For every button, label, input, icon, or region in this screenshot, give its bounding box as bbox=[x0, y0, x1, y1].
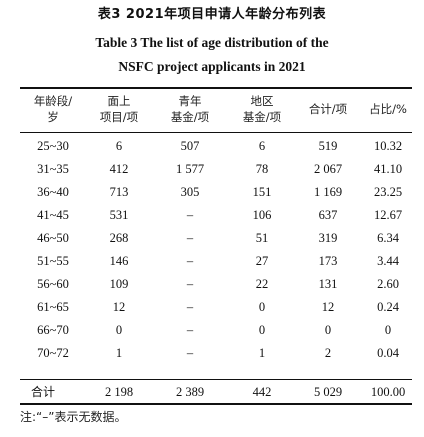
table-header-rule bbox=[20, 132, 412, 133]
cell-general-program: 12 bbox=[112, 300, 126, 314]
cell-general-program: 109 bbox=[109, 277, 129, 291]
table-row: 36~40 713 305 151 1 169 23.25 bbox=[20, 181, 412, 203]
table-row: 70~72 1 – 1 2 0.04 bbox=[20, 342, 412, 364]
cell-total: 1 169 bbox=[313, 185, 343, 199]
table-row: 51~55 146 – 27 173 3.44 bbox=[20, 250, 412, 272]
header-general-program-line2: 项目/项 bbox=[99, 110, 139, 124]
header-young-scientists-fund-line1: 青年 bbox=[178, 94, 202, 108]
cell-total-label: 合计 bbox=[30, 385, 55, 399]
cell-regional-fund: 0 bbox=[258, 323, 266, 337]
cell-young-scientists-fund: – bbox=[186, 277, 194, 291]
header-age-group-line2: 岁 bbox=[47, 110, 59, 124]
cell-young-scientists-fund: 507 bbox=[180, 139, 200, 153]
header-general-program-line1: 面上 bbox=[107, 94, 131, 108]
cell-percentage: 2.60 bbox=[377, 277, 399, 291]
cell-regional-fund: 51 bbox=[255, 231, 269, 245]
cell-general-program: 1 bbox=[115, 346, 123, 360]
cell-young-scientists-fund: 1 577 bbox=[175, 162, 205, 176]
cell-general-program: 0 bbox=[115, 323, 123, 337]
cell-percentage: 6.34 bbox=[377, 231, 399, 245]
cell-percentage: 3.44 bbox=[377, 254, 399, 268]
cell-total: 173 bbox=[318, 254, 338, 268]
table-row: 41~45 531 – 106 637 12.67 bbox=[20, 204, 412, 226]
cell-young-scientists-fund-total: 2 389 bbox=[175, 385, 205, 399]
table-title-english-line2: NSFC project applicants in 2021 bbox=[118, 59, 306, 74]
table-total-rule bbox=[20, 379, 412, 380]
cell-young-scientists-fund: – bbox=[186, 231, 194, 245]
cell-young-scientists-fund: – bbox=[186, 346, 194, 360]
header-regional-fund-line2: 基金/项 bbox=[242, 110, 282, 124]
cell-total: 12 bbox=[321, 300, 335, 314]
cell-percentage: 12.67 bbox=[373, 208, 403, 222]
table-footnote: 注:“–”表示无数据。 bbox=[20, 410, 127, 424]
cell-age-group: 61~65 bbox=[37, 300, 69, 314]
cell-age-group: 36~40 bbox=[37, 185, 69, 199]
cell-regional-fund-total: 442 bbox=[252, 385, 272, 399]
cell-percentage-total: 100.00 bbox=[370, 385, 406, 399]
cell-young-scientists-fund: 305 bbox=[180, 185, 200, 199]
header-regional-fund: 地区 基金/项 bbox=[228, 93, 296, 125]
cell-total: 519 bbox=[318, 139, 338, 153]
cell-total: 637 bbox=[318, 208, 338, 222]
cell-age-group: 70~72 bbox=[37, 346, 69, 360]
header-young-scientists-fund: 青年 基金/项 bbox=[152, 93, 228, 125]
cell-general-program: 6 bbox=[115, 139, 123, 153]
cell-young-scientists-fund: – bbox=[186, 323, 194, 337]
cell-total: 131 bbox=[318, 277, 338, 291]
cell-general-program: 268 bbox=[109, 231, 129, 245]
cell-regional-fund: 151 bbox=[252, 185, 272, 199]
header-total: 合计/项 bbox=[308, 102, 348, 116]
cell-age-group: 51~55 bbox=[37, 254, 69, 268]
cell-young-scientists-fund: – bbox=[186, 254, 194, 268]
header-regional-fund-line1: 地区 bbox=[250, 94, 274, 108]
cell-general-program: 713 bbox=[109, 185, 129, 199]
header-general-program: 面上 项目/项 bbox=[86, 93, 152, 125]
table-row: 56~60 109 – 22 131 2.60 bbox=[20, 273, 412, 295]
cell-regional-fund: 1 bbox=[258, 346, 266, 360]
table-title-chinese: 表3 2021年项目申请人年龄分布列表 bbox=[97, 7, 327, 22]
cell-age-group: 46~50 bbox=[37, 231, 69, 245]
cell-general-program: 531 bbox=[109, 208, 129, 222]
cell-age-group: 25~30 bbox=[37, 139, 69, 153]
table-row: 46~50 268 – 51 319 6.34 bbox=[20, 227, 412, 249]
cell-regional-fund: 22 bbox=[255, 277, 269, 291]
cell-age-group: 41~45 bbox=[37, 208, 69, 222]
cell-age-group: 31~35 bbox=[37, 162, 69, 176]
cell-regional-fund: 6 bbox=[258, 139, 266, 153]
table-total-row: 合计 2 198 2 389 442 5 029 100.00 bbox=[20, 381, 412, 403]
table-row: 61~65 12 – 0 12 0.24 bbox=[20, 296, 412, 318]
header-young-scientists-fund-line2: 基金/项 bbox=[170, 110, 210, 124]
cell-percentage: 41.10 bbox=[373, 162, 403, 176]
table-row: 31~35 412 1 577 78 2 067 41.10 bbox=[20, 158, 412, 180]
cell-total: 2 bbox=[324, 346, 332, 360]
cell-young-scientists-fund: – bbox=[186, 300, 194, 314]
cell-general-program: 412 bbox=[109, 162, 129, 176]
cell-regional-fund: 0 bbox=[258, 300, 266, 314]
cell-percentage: 10.32 bbox=[373, 139, 403, 153]
table-title-english-line1: Table 3 The list of age distribution of … bbox=[95, 35, 329, 50]
cell-general-program-total: 2 198 bbox=[104, 385, 134, 399]
cell-general-program: 146 bbox=[109, 254, 129, 268]
cell-regional-fund: 27 bbox=[255, 254, 269, 268]
table-bottom-rule bbox=[20, 403, 412, 405]
cell-young-scientists-fund: – bbox=[186, 208, 194, 222]
cell-percentage: 0.24 bbox=[377, 300, 399, 314]
cell-regional-fund: 78 bbox=[255, 162, 269, 176]
cell-grand-total: 5 029 bbox=[313, 385, 343, 399]
table-row: 66~70 0 – 0 0 0 bbox=[20, 319, 412, 341]
cell-percentage: 0.04 bbox=[377, 346, 399, 360]
cell-total: 2 067 bbox=[313, 162, 343, 176]
table-row: 25~30 6 507 6 519 10.32 bbox=[20, 135, 412, 157]
cell-age-group: 56~60 bbox=[37, 277, 69, 291]
cell-age-group: 66~70 bbox=[37, 323, 69, 337]
header-age-group: 年龄段/ 岁 bbox=[20, 93, 86, 125]
table-top-rule bbox=[20, 87, 412, 89]
header-percentage: 占比/% bbox=[369, 102, 407, 116]
cell-percentage: 0 bbox=[384, 323, 392, 337]
cell-total: 0 bbox=[324, 323, 332, 337]
header-age-group-line1: 年龄段/ bbox=[33, 94, 73, 108]
cell-regional-fund: 106 bbox=[252, 208, 272, 222]
cell-percentage: 23.25 bbox=[373, 185, 403, 199]
cell-total: 319 bbox=[318, 231, 338, 245]
